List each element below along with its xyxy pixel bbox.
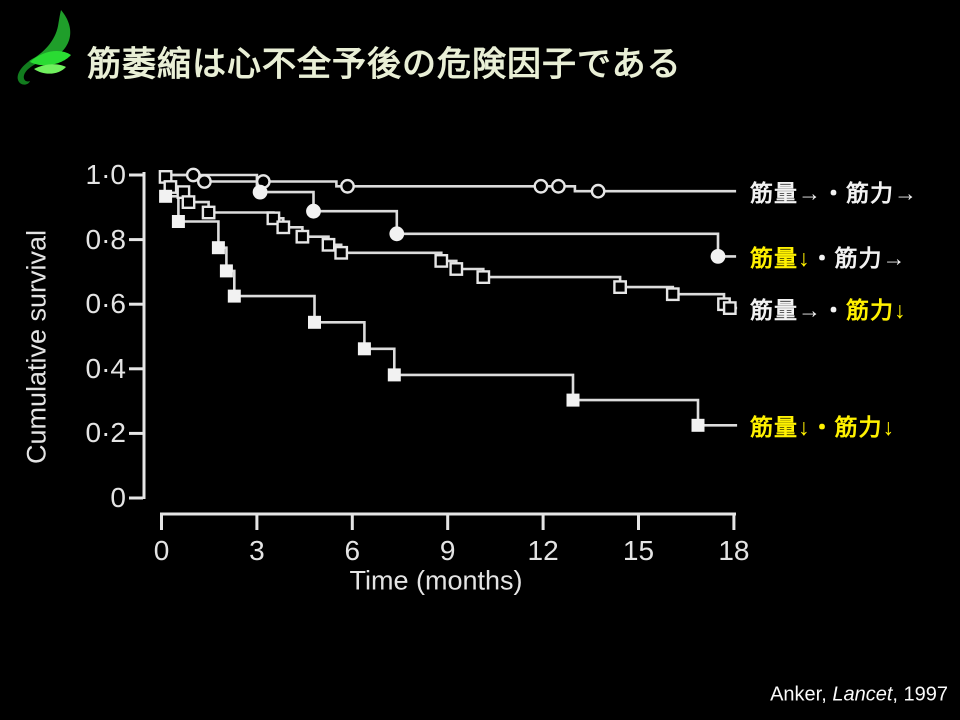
legend-label-4: 筋量↓・筋力↓ <box>750 408 895 442</box>
legend-label-2: 筋量↓・筋力→ <box>750 239 907 273</box>
censor-mark-open-circle <box>185 167 201 183</box>
event-mark-open-square <box>321 237 336 252</box>
event-mark-filled-square <box>227 289 241 303</box>
event-mark-filled-square <box>159 189 173 203</box>
event-mark-open-square <box>266 211 281 226</box>
event-mark-open-square <box>476 270 491 284</box>
event-mark-open-square <box>201 205 216 220</box>
censor-mark-open-circle <box>590 183 606 199</box>
legend-label-text: 筋量→・ <box>750 297 846 324</box>
citation-year: , 1997 <box>892 683 948 706</box>
y-tick-label: 0·6 <box>85 288 126 320</box>
censor-mark-open-circle <box>340 178 355 194</box>
event-mark-open-square <box>449 262 464 276</box>
event-mark-open-square <box>334 245 349 260</box>
logo-middle-leaf <box>30 50 71 66</box>
legend-label-text: 筋量↓・筋力↓ <box>750 414 895 441</box>
event-mark-filled-circle <box>389 226 405 242</box>
event-mark-filled-circle <box>710 249 726 264</box>
x-tick-label: 3 <box>249 535 265 566</box>
survival-curve-1 <box>161 173 737 193</box>
logo-top-leaf <box>29 10 71 63</box>
event-mark-open-square <box>434 253 449 268</box>
event-mark-filled-circle <box>306 203 321 219</box>
event-mark-open-square <box>181 195 196 209</box>
censor-mark-open-circle <box>196 174 212 189</box>
citation-author: Anker, <box>770 683 833 706</box>
event-mark-open-square <box>276 220 291 235</box>
x-tick-label: 12 <box>527 535 559 566</box>
legend-label-text: 筋量↓ <box>750 245 811 272</box>
survival-curve-3 <box>161 173 738 310</box>
x-tick-label: 9 <box>439 535 456 566</box>
legend-label-text: 筋量→・筋力→ <box>750 180 918 207</box>
y-tick-label: 0·4 <box>85 352 126 384</box>
legend-label-1: 筋量→・筋力→ <box>750 174 918 208</box>
x-tick-label: 15 <box>622 535 655 566</box>
x-tick-label: 6 <box>344 535 361 566</box>
y-tick-label: 0 <box>110 482 126 513</box>
x-tick-label: 0 <box>153 535 170 566</box>
x-axis-title: Time (months) <box>349 565 523 596</box>
y-tick-label: 0·8 <box>85 223 126 255</box>
y-axis-title: Cumulative survival <box>21 229 52 465</box>
event-mark-filled-square <box>219 264 233 278</box>
event-mark-filled-circle <box>252 184 268 200</box>
event-mark-filled-square <box>691 418 705 432</box>
y-tick-label: 0·2 <box>85 417 126 449</box>
event-mark-open-square <box>722 301 737 315</box>
event-mark-filled-square <box>387 368 401 382</box>
event-mark-open-square <box>613 280 628 294</box>
censor-mark-open-circle <box>533 178 549 194</box>
legend-label-text: 筋力↓ <box>846 297 907 324</box>
survival-curve-4 <box>161 173 738 427</box>
event-mark-open-square <box>665 287 680 302</box>
event-mark-open-square <box>295 229 310 244</box>
censor-mark-open-circle <box>551 178 566 194</box>
event-mark-filled-square <box>211 241 225 255</box>
logo-bottom-leaf <box>34 64 66 74</box>
event-mark-filled-square <box>171 215 185 228</box>
y-tick-label: 1·0 <box>85 159 126 190</box>
legend-label-text: ・筋力→ <box>810 245 907 272</box>
event-mark-filled-square <box>566 393 580 407</box>
event-mark-filled-square <box>308 315 321 329</box>
x-tick-label: 18 <box>718 535 750 566</box>
citation: Anker, Lancet, 1997 <box>770 684 948 707</box>
legend-label-3: 筋量→・筋力↓ <box>750 291 907 325</box>
slide-title: 筋萎縮は心不全予後の危険因子である <box>87 45 682 84</box>
logo-leaf-icon <box>17 10 71 85</box>
citation-journal: Lancet <box>832 683 893 706</box>
event-mark-filled-square <box>357 342 371 356</box>
